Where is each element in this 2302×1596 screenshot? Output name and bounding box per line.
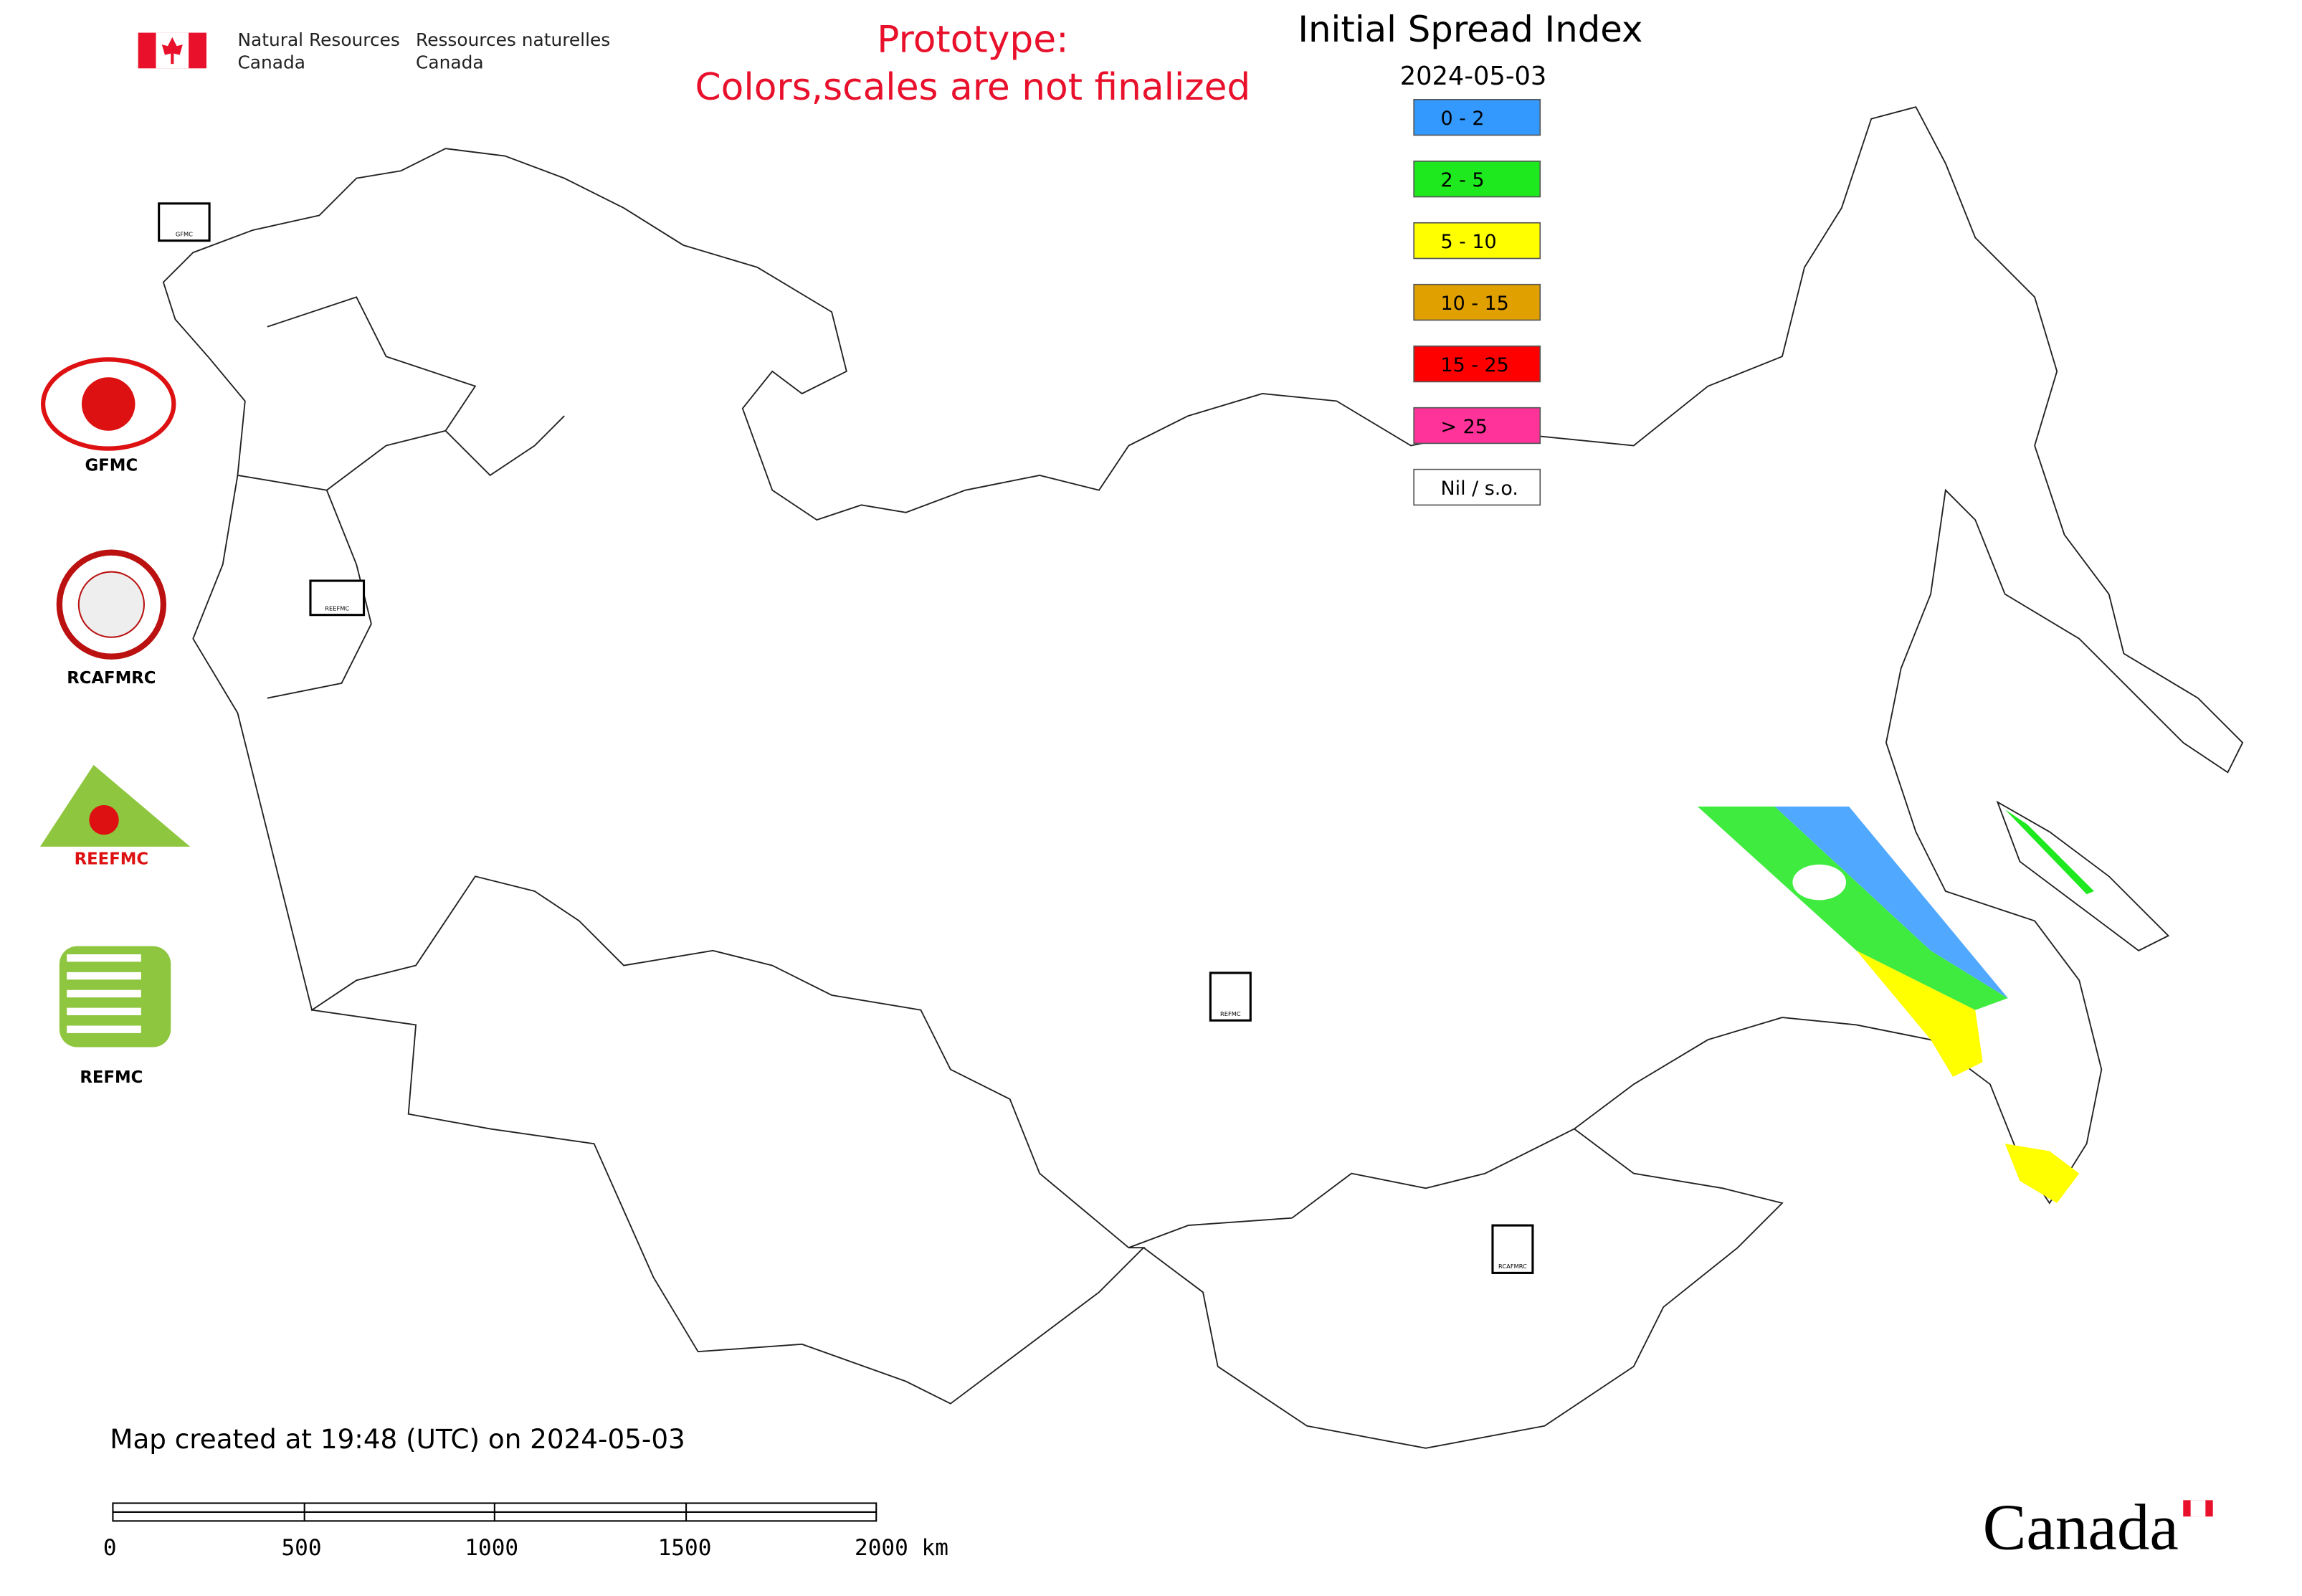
marker-box <box>1491 1224 1534 1274</box>
legend-label: 10 - 15 <box>1440 293 1508 315</box>
wordmark-flag <box>2190 1500 2206 1517</box>
wordmark: Canada <box>1983 1491 2179 1564</box>
agency-name: Ressources naturelles <box>416 29 610 50</box>
logo-gfmc <box>81 377 135 431</box>
legend-swatch <box>1413 468 1541 506</box>
footer: Map created at 19:48 (UTC) on 2024-05-03… <box>103 1423 2213 1564</box>
isi-zone <box>2004 809 2094 895</box>
legend-swatch <box>1413 160 1541 198</box>
legend-label: > 25 <box>1440 416 1487 438</box>
legend-label: 5 - 10 <box>1440 231 1496 253</box>
isi-zone <box>1774 806 2008 999</box>
scale-label: 1000 <box>465 1535 518 1561</box>
marker-box <box>1209 972 1252 1022</box>
scale-bar <box>113 1503 877 1521</box>
map-markers: GFMC REEFMC REFMC RCAFMRC <box>158 202 1534 1274</box>
mongolia-outline <box>1143 1128 1784 1449</box>
isi-zone <box>1856 950 1983 1077</box>
legend-swatch <box>1413 98 1541 136</box>
legend-date: 2024-05-03 <box>1400 62 1547 91</box>
marker-label: RCAFMRC <box>1498 1263 1527 1270</box>
notice: Colors,scales are not finalized <box>695 66 1251 109</box>
isi-zone <box>1697 806 2008 1010</box>
logo-label: REEFMC <box>75 850 149 869</box>
marker-box <box>158 202 211 242</box>
legend-label: Nil / s.o. <box>1440 478 1518 500</box>
legend-swatch <box>1413 283 1541 321</box>
logos: GFMC RCAFMRC REEFMC REFMC <box>39 357 191 1087</box>
marker-label: GFMC <box>176 230 193 237</box>
legend-swatch <box>1413 222 1541 260</box>
russia-outline <box>162 106 2244 1249</box>
logo-label: REFMC <box>80 1068 143 1087</box>
isi-gap <box>1792 864 1847 901</box>
logo-reefmc <box>89 804 119 835</box>
sakhalin <box>1996 800 2170 951</box>
scale-labels: 0 500 1000 1500 2000 km <box>103 1535 948 1561</box>
kazakhstan-outline <box>311 1009 1146 1405</box>
isi-zone <box>2004 1144 2080 1204</box>
notice: Prototype: <box>877 19 1068 62</box>
marker-label: REEFMC <box>325 604 349 612</box>
flag-leaf <box>161 37 183 65</box>
created-note: Map created at 19:48 (UTC) on 2024-05-03 <box>110 1423 685 1455</box>
legend-label: 2 - 5 <box>1440 169 1484 191</box>
logo-rcafmrc <box>77 571 145 638</box>
europe-borders <box>237 296 565 699</box>
legend-label: 15 - 25 <box>1440 354 1508 376</box>
scale-label: 1500 <box>658 1535 712 1561</box>
agency-name: Canada <box>237 52 305 72</box>
map <box>162 106 2244 1449</box>
agency-name: Canada <box>416 52 484 72</box>
isi-data <box>1697 806 2094 1204</box>
marker-box <box>309 579 366 617</box>
logo-label: RCAFMRC <box>67 669 156 688</box>
header: Natural Resources Canada Ressources natu… <box>138 19 1251 109</box>
legend: Initial Spread Index 2024-05-03 0 - 2 2 -… <box>1298 9 1642 506</box>
scale-label: 500 <box>281 1535 321 1561</box>
logo-label: GFMC <box>85 457 138 475</box>
logo-reefmc <box>39 764 191 847</box>
scale-label: 0 <box>103 1535 117 1561</box>
legend-swatch <box>1413 407 1541 445</box>
legend-label: 0 - 2 <box>1440 108 1484 130</box>
legend-swatch <box>1413 345 1541 383</box>
legend-title: Initial Spread Index <box>1298 9 1642 50</box>
logo-gfmc <box>40 357 176 451</box>
logo-refmc <box>67 954 141 1033</box>
scale-label: 2000 km <box>855 1535 948 1561</box>
marker-label: REFMC <box>1220 1010 1241 1017</box>
agency-name: Natural Resources <box>237 29 399 50</box>
